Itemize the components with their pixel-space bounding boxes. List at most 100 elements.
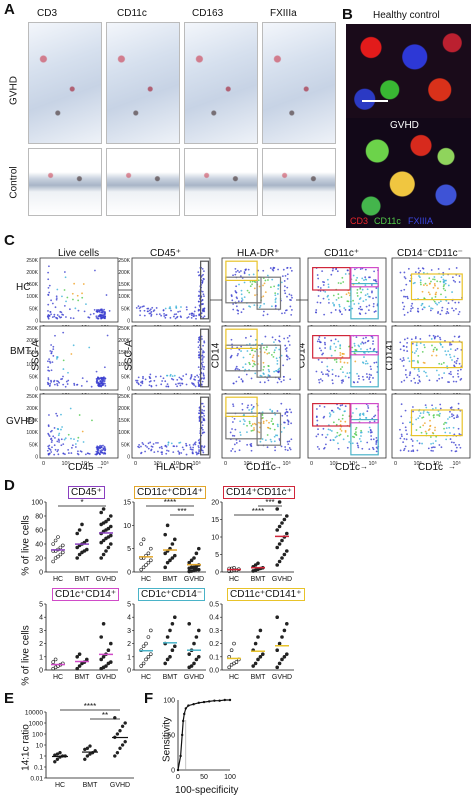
facs-event xyxy=(169,374,172,377)
facs-event xyxy=(419,269,422,272)
facs-event xyxy=(284,348,287,350)
facs-event xyxy=(456,347,459,350)
facs-event xyxy=(203,340,206,343)
facs-event xyxy=(322,280,324,283)
facs-event xyxy=(185,308,188,311)
facs-event xyxy=(77,309,80,312)
facs-event xyxy=(264,335,267,338)
facs-event xyxy=(368,373,371,376)
facs-event xyxy=(243,296,246,299)
facs-event xyxy=(273,351,276,354)
facs-event xyxy=(197,309,200,312)
d-sig-star: **** xyxy=(164,498,176,507)
facs-event xyxy=(46,449,49,452)
facs-y-tick: 100K xyxy=(26,294,38,300)
facs-event xyxy=(97,376,100,379)
facs-event xyxy=(332,267,334,270)
facs-event xyxy=(100,308,103,311)
facs-event xyxy=(327,283,330,286)
facs-event xyxy=(190,316,193,319)
facs-event xyxy=(254,350,256,353)
facs-event xyxy=(435,369,438,372)
e-data-point xyxy=(118,728,122,733)
facs-event xyxy=(454,349,457,352)
facs-event xyxy=(366,288,369,291)
facs-event xyxy=(90,385,93,388)
facs-event xyxy=(88,346,91,349)
facs-event xyxy=(428,334,431,337)
facs-event xyxy=(458,275,461,277)
facs-event xyxy=(54,448,57,451)
facs-event xyxy=(443,284,446,286)
facs-y-tick: 200K xyxy=(118,338,130,344)
facs-event xyxy=(326,369,329,372)
facs-event xyxy=(402,345,405,348)
facs-event xyxy=(277,268,279,271)
facs-event xyxy=(438,377,441,380)
legend-cd11c: CD11c xyxy=(374,216,401,226)
facs-event xyxy=(95,310,98,313)
e-y-tick-label: 10000 xyxy=(25,710,43,717)
facs-event xyxy=(458,310,461,313)
facs-event xyxy=(53,315,56,318)
facs-event xyxy=(201,365,204,368)
facs-event xyxy=(353,344,356,347)
facs-event xyxy=(451,291,453,293)
facs-event xyxy=(275,297,277,300)
facs-event xyxy=(372,302,375,305)
facs-event xyxy=(363,356,365,358)
facs-event xyxy=(365,298,367,301)
d-data-point xyxy=(60,550,65,555)
facs-event xyxy=(240,293,243,296)
d-y-tick-label: 0.0 xyxy=(209,668,219,675)
facs-event xyxy=(284,309,287,312)
d-y-tick-label: 0 xyxy=(39,570,43,577)
facs-event xyxy=(143,309,146,312)
facs-event xyxy=(251,359,254,362)
facs-event xyxy=(372,297,374,300)
e-data-point xyxy=(123,739,127,744)
facs-event xyxy=(194,385,197,388)
facs-event xyxy=(290,294,293,297)
facs-event xyxy=(253,280,256,283)
facs-event xyxy=(366,348,369,351)
facs-event xyxy=(70,446,73,449)
facs-event xyxy=(452,279,455,282)
e-y-tick-label: 100 xyxy=(32,732,43,739)
e-data-point xyxy=(123,721,127,725)
facs-event xyxy=(361,277,364,280)
fluor-gvhd: GVHD xyxy=(346,118,471,228)
facs-event xyxy=(441,309,443,312)
facs-event xyxy=(146,310,149,313)
facs-event xyxy=(366,376,369,378)
facs-event xyxy=(139,314,141,317)
facs-event xyxy=(262,361,265,364)
facs-event xyxy=(262,368,265,371)
facs-event xyxy=(267,368,270,371)
facs-event xyxy=(449,356,452,359)
facs-event xyxy=(452,309,455,312)
facs-event xyxy=(318,347,321,350)
facs-event xyxy=(283,337,286,340)
facs-event xyxy=(329,345,332,348)
facs-event xyxy=(458,362,461,365)
facs-event xyxy=(80,385,83,387)
facs-event xyxy=(97,384,100,386)
facs-event xyxy=(237,352,239,355)
facs-event xyxy=(330,339,333,342)
facs-event xyxy=(71,292,74,295)
facs-event xyxy=(332,302,334,304)
facs-event xyxy=(359,305,362,308)
d-data-point xyxy=(229,648,234,653)
facs-event xyxy=(451,276,454,279)
facs-event xyxy=(404,369,407,371)
facs-event xyxy=(64,437,67,440)
d-data-point xyxy=(109,524,113,529)
facs-event xyxy=(404,277,407,280)
facs-event xyxy=(288,293,291,296)
histo-control-fxiiia xyxy=(262,148,336,216)
facs-event xyxy=(357,344,360,347)
facs-y-tick: 150K xyxy=(26,350,38,356)
d-sig-star: **** xyxy=(252,507,264,516)
